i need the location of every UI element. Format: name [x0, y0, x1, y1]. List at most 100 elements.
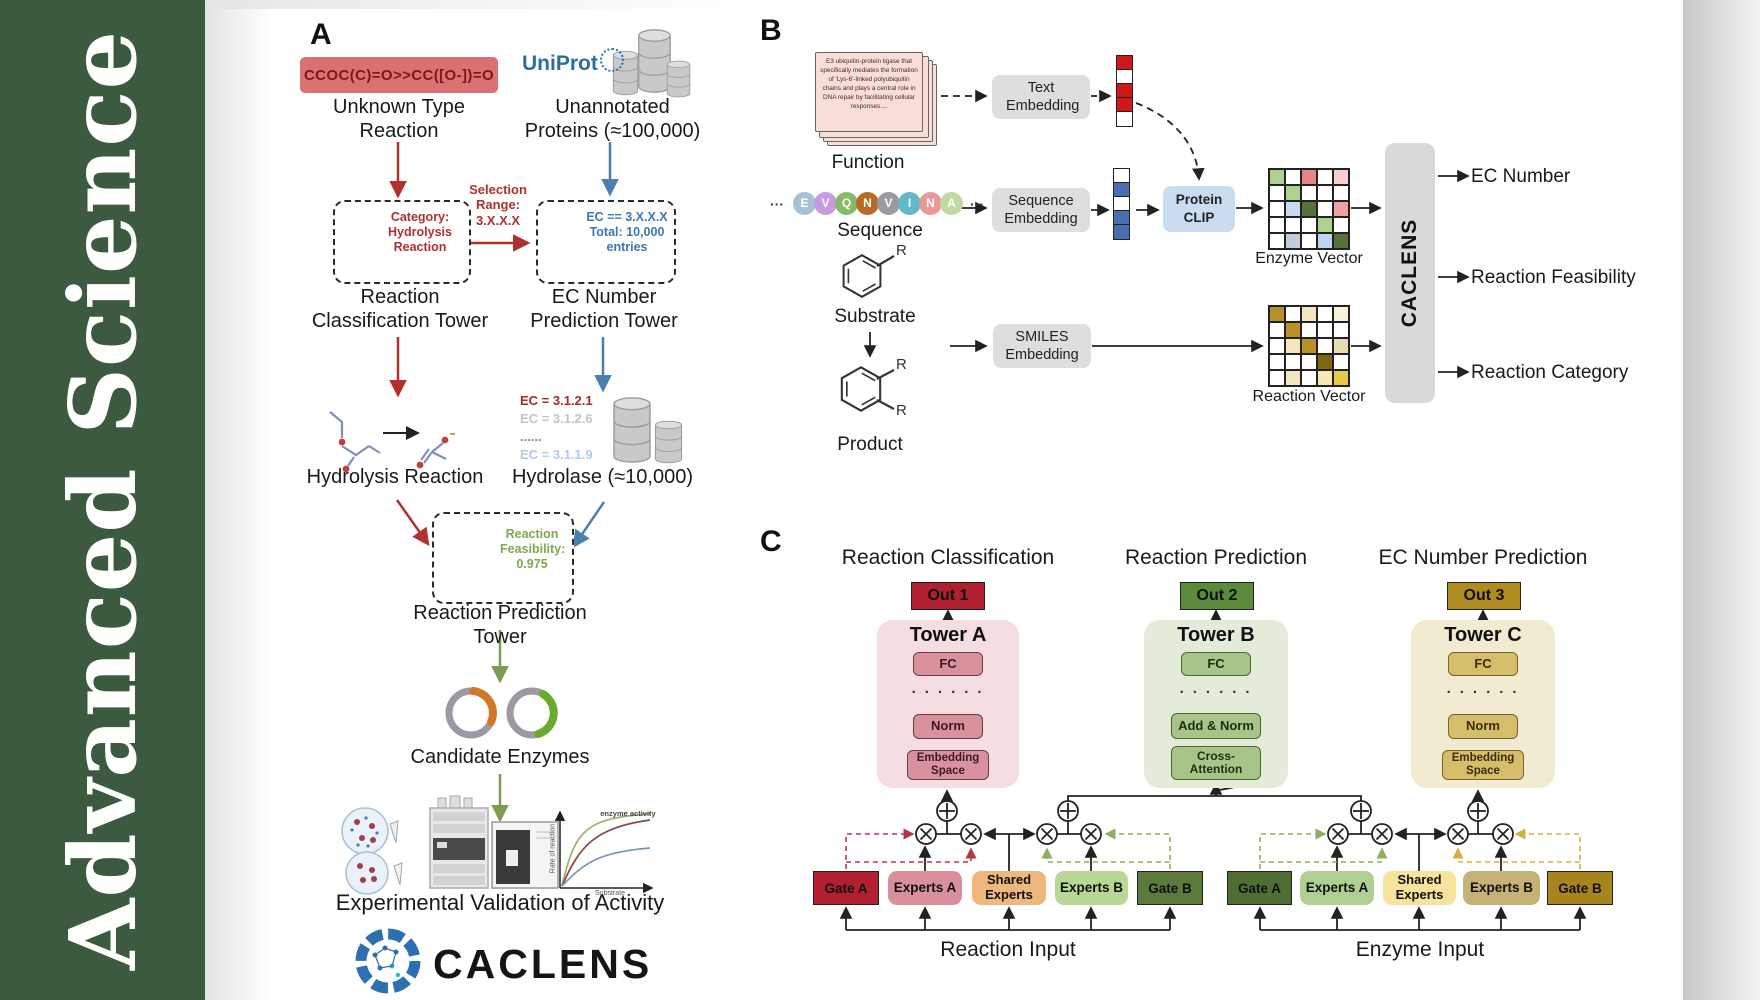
unknown-reaction-label: Unknown Type Reaction — [333, 96, 465, 142]
matrix-cell — [1269, 233, 1285, 249]
out1-box: Out 1 — [911, 582, 985, 610]
matrix-cell — [1301, 233, 1317, 249]
matrix-cell — [1285, 306, 1301, 322]
enzyme-activity-label: enzyme activity — [600, 809, 656, 818]
matrix-cell — [1317, 169, 1333, 185]
matrix-cell — [1301, 217, 1317, 233]
reaction-classification-tower-label: Reaction Classification Tower — [311, 286, 489, 332]
tower-b-cross-attention: Cross- Attention — [1171, 746, 1261, 780]
matrix-cell — [1269, 185, 1285, 201]
matrix-cell — [1269, 306, 1285, 322]
group2-experts-b: Experts B — [1463, 871, 1540, 905]
matrix-cell — [1317, 338, 1333, 354]
out2-box: Out 2 — [1180, 582, 1254, 610]
matrix-cell — [1333, 370, 1349, 386]
substrate-r-label: R — [896, 242, 907, 259]
matrix-cell — [1269, 338, 1285, 354]
substrate-axis-label: Substrate — [595, 890, 625, 897]
ec-box-text: EC == 3.X.X.X Total: 10,000 entries — [586, 210, 668, 254]
tower-c: Tower C — [1411, 620, 1555, 788]
matrix-cell — [1333, 201, 1349, 217]
uniprot-swirl-icon — [600, 48, 624, 72]
matrix-cell — [1301, 354, 1317, 370]
matrix-cell — [1301, 338, 1317, 354]
sequence-residue: I — [898, 192, 921, 215]
candidate-enzymes-label: Candidate Enzymes — [410, 746, 590, 768]
sequence-ellipsis-right: ··· — [970, 196, 984, 212]
group1-gate-b: Gate B — [1137, 871, 1203, 905]
enzyme-blob-label: Enzyme — [450, 561, 485, 571]
hydrolase-label: Hydrolase (≈10,000) — [511, 466, 694, 488]
matrix-cell — [1285, 338, 1301, 354]
matrix-cell — [1333, 306, 1349, 322]
tower-c-dots: · · · · · · — [1446, 684, 1520, 701]
journal-sidebar: Advanced Science — [0, 0, 205, 1000]
matrix-cell — [1285, 370, 1301, 386]
product-r-top-label: R — [896, 356, 907, 373]
unannotated-proteins-label: Unannotated Proteins (≈100,000) — [524, 96, 701, 142]
reaction-vector-label: Reaction Vector — [1252, 388, 1366, 405]
matrix-cell — [1333, 233, 1349, 249]
matrix-cell — [1333, 217, 1349, 233]
matrix-cell — [1317, 217, 1333, 233]
heading-reaction-prediction: Reaction Prediction — [1124, 546, 1308, 569]
matrix-cell — [1317, 201, 1333, 217]
page-edge-top — [205, 0, 725, 9]
substrate-label: Substrate — [834, 306, 916, 327]
tower-c-fc: FC — [1448, 652, 1518, 676]
tower-b-dots: · · · · · · — [1179, 684, 1253, 701]
matrix-cell — [1285, 322, 1301, 338]
sequence-residue: Q — [835, 192, 858, 215]
ec-entry: EC = 3.1.2.6 — [520, 411, 593, 426]
matrix-cell — [1269, 217, 1285, 233]
caclens-model-label: CACLENS — [1398, 218, 1421, 328]
ec-entry: EC = 3.1.2.1 — [520, 393, 593, 408]
tower-b-add-norm: Add & Norm — [1171, 713, 1261, 739]
product-label: Product — [837, 434, 903, 455]
matrix-cell — [1269, 322, 1285, 338]
ec-number-prediction-tower-label: EC Number Prediction Tower — [530, 286, 678, 332]
heading-reaction-classification: Reaction Classification — [841, 546, 1055, 569]
heading-ec-number-prediction: EC Number Prediction — [1378, 546, 1588, 569]
sequence-label: Sequence — [837, 220, 923, 241]
vector-cell — [1116, 111, 1133, 127]
product-r-bottom-label: R — [896, 402, 907, 419]
group2-gate-b: Gate B — [1547, 871, 1613, 905]
category-dashed-box — [333, 200, 471, 284]
text-embedding-box: Text Embedding — [992, 75, 1090, 119]
group1-shared-experts: Shared Experts — [972, 871, 1046, 905]
sequence-embedding-box: Sequence Embedding — [992, 188, 1090, 232]
matrix-cell — [1317, 233, 1333, 249]
matrix-cell — [1301, 169, 1317, 185]
matrix-cell — [1333, 338, 1349, 354]
vector-cell — [1113, 224, 1130, 240]
output-ec-number: EC Number — [1471, 166, 1571, 187]
tower-a-fc: FC — [913, 652, 983, 676]
sequence-embedding-vector — [1113, 168, 1130, 240]
matrix-cell — [1301, 370, 1317, 386]
ec-candidate-list: EC = 3.1.2.1 EC = 3.1.2.6...... EC = 3.1.1… — [520, 392, 606, 464]
hydrolysis-reaction-label: Hydrolysis Reaction — [306, 466, 484, 488]
matrix-cell — [1317, 306, 1333, 322]
matrix-cell — [1317, 354, 1333, 370]
matrix-cell — [1285, 354, 1301, 370]
tower-a-norm: Norm — [913, 714, 983, 739]
matrix-cell — [1333, 185, 1349, 201]
tower-b-fc: FC — [1181, 652, 1251, 676]
matrix-cell — [1333, 354, 1349, 370]
matrix-cell — [1301, 306, 1317, 322]
sequence-residue: N — [919, 192, 942, 215]
ec-entry: ...... — [520, 429, 542, 444]
matrix-cell — [1333, 322, 1349, 338]
caclens-model-box: CACLENS — [1385, 143, 1435, 403]
feasibility-text: Reaction Feasibility: 0.975 — [500, 527, 566, 571]
panel-b-label: B — [760, 14, 782, 47]
matrix-cell — [1285, 201, 1301, 217]
group1-experts-a: Experts A — [888, 871, 962, 905]
function-label: Function — [831, 152, 905, 173]
matrix-cell — [1317, 370, 1333, 386]
smiles-reaction-box: CCOC(C)=O>>CC([O-])=O — [300, 57, 498, 93]
protein-clip-box: Protein CLIP — [1163, 186, 1235, 232]
matrix-cell — [1285, 169, 1301, 185]
